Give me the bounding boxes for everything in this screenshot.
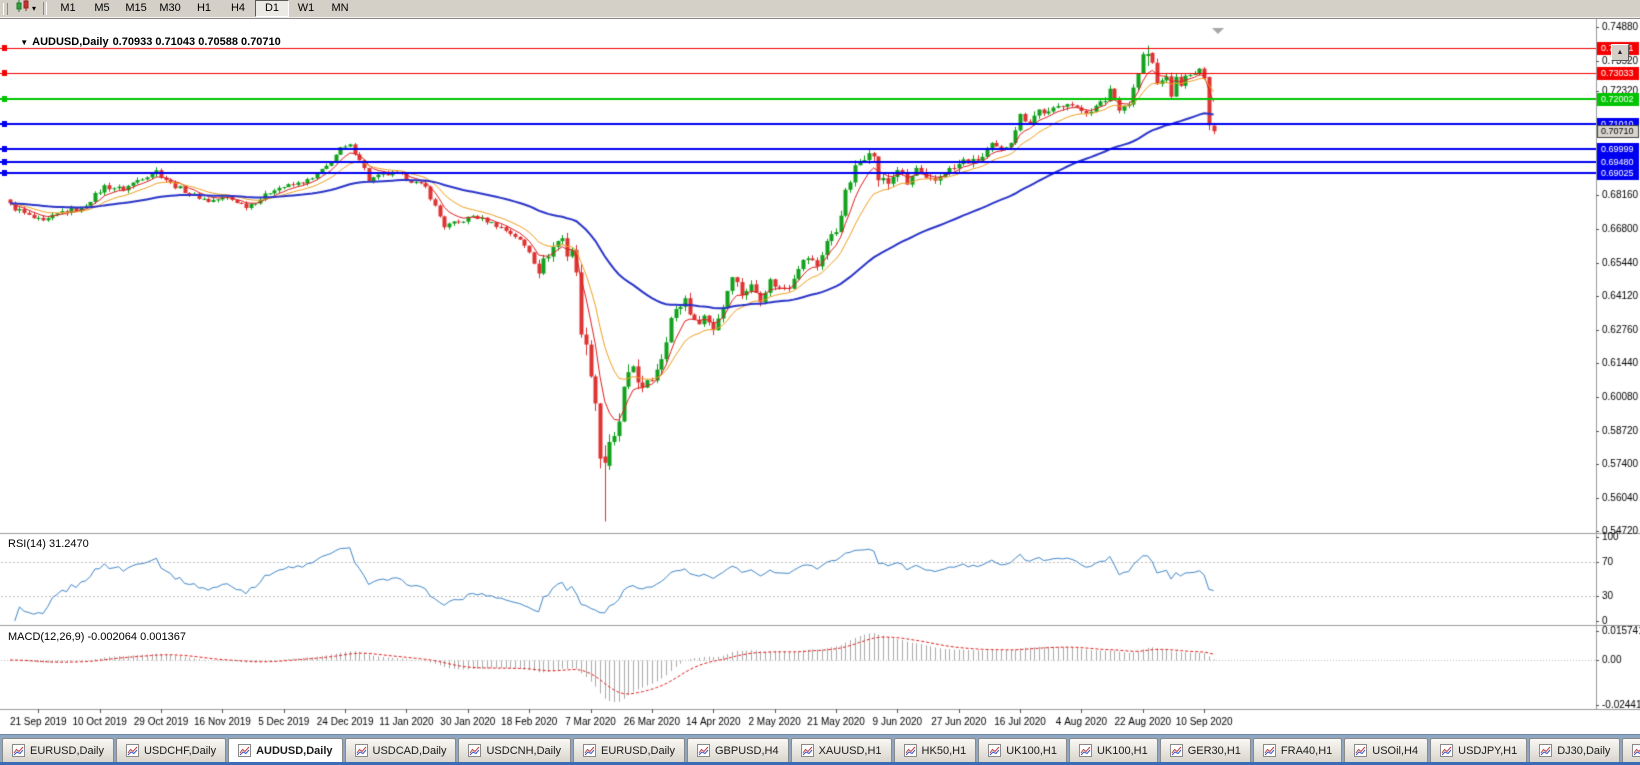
chart-tab-icon [583, 744, 597, 757]
chart-tab-icon [354, 744, 368, 757]
chart-tab[interactable]: USDCAD,Daily [344, 738, 457, 762]
timeframe-toolbar: ▾ M1 M5 M15 M30 H1 H4 D1 W1 MN [0, 0, 1640, 18]
chart-tab-icon [903, 744, 917, 757]
chart-tab-icon [12, 744, 25, 757]
chart-tab-label: USDCHF,Daily [143, 744, 217, 757]
chart-tab[interactable]: EURUSD,Daily [2, 738, 114, 762]
chart-tab-label: GBPUSD,H4 [715, 744, 779, 757]
timeframe-button-m1[interactable]: M1 [60, 2, 76, 14]
chart-tab-icon [1440, 744, 1454, 757]
chart-tab[interactable]: FRA40,H1 [1252, 738, 1343, 762]
chart-tab[interactable]: USDCHF,Daily [115, 738, 227, 762]
chart-tab-label: XAUUSD,H1 [818, 744, 882, 757]
chart-tab-label: AUDUSD,Daily [256, 744, 333, 757]
chart-window: ▼ AUDUSD,Daily 0.70933 0.71043 0.70588 0.7… [0, 18, 1640, 735]
timeframe-button-m30[interactable]: M30 [159, 2, 181, 14]
chart-tab[interactable]: XAUUSD,H1 [790, 738, 892, 762]
chart-tab[interactable]: CHINA300,H1 [1622, 738, 1640, 762]
timeframe-button-w1[interactable]: W1 [297, 2, 315, 14]
chart-tab-icon [1539, 744, 1553, 757]
caret-down-icon: ▾ [32, 4, 37, 13]
chart-tab[interactable]: AUDUSD,Daily [228, 738, 343, 762]
chart-tab-icon [1632, 744, 1640, 757]
chart-tab-label: USDCAD,Daily [372, 744, 447, 757]
chart-tab-icon [238, 744, 252, 757]
timeframe-button-h1[interactable]: H1 [196, 2, 212, 14]
chart-tab[interactable]: UK100,H1 [1068, 738, 1158, 762]
chart-tab-icon [1078, 744, 1092, 757]
candlestick-chart-icon [15, 0, 30, 18]
chart-tab[interactable]: USDJPY,H1 [1430, 738, 1528, 762]
timeframe-button-d1[interactable]: D1 [255, 0, 290, 17]
toolbar-grip[interactable] [3, 2, 8, 15]
chart-tab[interactable]: HK50,H1 [893, 738, 977, 762]
rsi-indicator-label: RSI(14) 31.2470 [8, 538, 89, 550]
chart-collapse-arrow-icon: ▼ [20, 38, 29, 47]
chart-tab-icon [697, 744, 710, 757]
window-bottom-border [0, 762, 1640, 765]
scroll-up-button[interactable]: ▲ [1611, 44, 1629, 61]
chart-tab-icon [1354, 744, 1368, 757]
toolbar-separator [43, 2, 48, 15]
chart-tab-icon [1169, 744, 1183, 757]
chart-tab[interactable]: GBPUSD,H4 [687, 738, 789, 762]
chart-tab-label: USDCNH,Daily [486, 744, 562, 757]
periods-dropdown-button[interactable]: ▾ [12, 0, 39, 18]
chart-tab[interactable]: GER30,H1 [1159, 738, 1251, 762]
chart-tab-icon [800, 744, 814, 757]
chart-ohlc-values: 0.70933 0.71043 0.70588 0.70710 [112, 36, 281, 48]
chart-tab-icon [125, 744, 139, 757]
timeframe-button-m15[interactable]: M15 [125, 2, 147, 14]
macd-indicator-label: MACD(12,26,9) -0.002064 0.001367 [8, 631, 186, 643]
chart-tab[interactable]: USOil,H4 [1344, 738, 1429, 762]
chart-tab-label: HK50,H1 [921, 744, 967, 757]
chart-tab-label: GER30,H1 [1187, 744, 1241, 757]
timeframe-button-mn[interactable]: MN [331, 2, 349, 14]
timeframe-button-h4[interactable]: H4 [230, 2, 246, 14]
chart-tab-bar: EURUSD,Daily USDCHF,Daily AUDUSD,Daily [0, 734, 1640, 762]
chart-tab[interactable]: USDCNH,Daily [458, 738, 572, 762]
chart-tab-label: UK100,H1 [1006, 744, 1057, 757]
chart-tab-label: UK100,H1 [1096, 744, 1148, 757]
timeframe-button-m5[interactable]: M5 [94, 2, 110, 14]
chart-tab-label: FRA40,H1 [1280, 744, 1333, 757]
chart-canvas[interactable] [0, 19, 1640, 735]
chart-tab[interactable]: DJ30,Daily [1529, 738, 1621, 762]
chart-tab[interactable]: UK100,H1 [978, 738, 1067, 762]
chart-tab-label: EURUSD,Daily [30, 744, 104, 757]
chart-tab-icon [468, 744, 482, 757]
chart-tab-label: USOil,H4 [1372, 744, 1419, 757]
chart-tab-icon [1262, 744, 1276, 757]
chart-tab-label: USDJPY,H1 [1458, 744, 1518, 757]
chart-tab-label: DJ30,Daily [1557, 744, 1611, 757]
chart-tab[interactable]: EURUSD,Daily [573, 738, 685, 762]
chart-title: ▼ AUDUSD,Daily 0.70933 0.71043 0.70588 0.7… [8, 24, 285, 60]
chart-tab-icon [988, 744, 1002, 757]
chart-tab-label: EURUSD,Daily [601, 744, 675, 757]
chart-symbol-period: AUDUSD,Daily [32, 36, 109, 48]
